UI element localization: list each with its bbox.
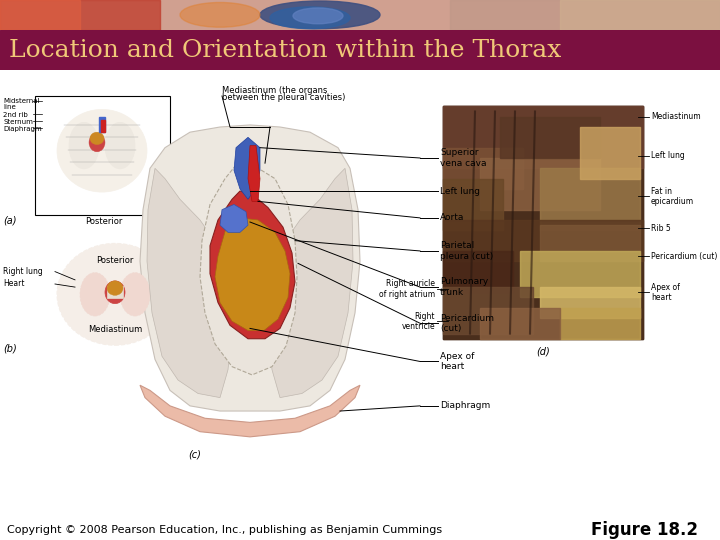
- Text: (d): (d): [536, 347, 550, 357]
- Text: Mediastinum: Mediastinum: [651, 112, 701, 121]
- Text: (a): (a): [3, 216, 17, 226]
- Ellipse shape: [270, 7, 350, 29]
- Ellipse shape: [105, 123, 135, 169]
- Bar: [0, 0, 160, 30]
- Text: Apex of: Apex of: [440, 352, 474, 361]
- Bar: [99, 117, 105, 132]
- Text: Mediastinum: Mediastinum: [88, 325, 142, 334]
- Text: Right auricle: Right auricle: [386, 280, 435, 288]
- Text: Parietal: Parietal: [440, 241, 474, 250]
- Bar: [107, 286, 123, 299]
- Text: between the pleural cavities): between the pleural cavities): [222, 93, 346, 102]
- Text: Mediastinum (the organs: Mediastinum (the organs: [222, 86, 328, 94]
- Ellipse shape: [260, 1, 380, 29]
- Bar: [560, 0, 720, 30]
- Polygon shape: [268, 168, 353, 397]
- Bar: [480, 158, 600, 210]
- Text: Left lung: Left lung: [651, 151, 685, 160]
- Bar: [560, 308, 640, 339]
- Polygon shape: [220, 205, 248, 232]
- Ellipse shape: [69, 123, 99, 169]
- Ellipse shape: [57, 244, 173, 345]
- Text: Figure 18.2: Figure 18.2: [591, 521, 698, 539]
- Ellipse shape: [180, 3, 260, 27]
- Text: Diaphragm: Diaphragm: [3, 126, 42, 132]
- Polygon shape: [140, 125, 360, 411]
- Text: pleura (cut): pleura (cut): [440, 252, 493, 261]
- Text: Sternum: Sternum: [3, 119, 33, 125]
- Text: Pericardium: Pericardium: [440, 314, 494, 322]
- Bar: [443, 251, 513, 292]
- Text: Location and Orientation within the Thorax: Location and Orientation within the Thor…: [9, 39, 561, 62]
- Ellipse shape: [120, 273, 150, 316]
- Bar: [580, 127, 640, 179]
- Text: Diaphragm: Diaphragm: [440, 401, 490, 410]
- Bar: [35, 96, 170, 215]
- Bar: [480, 308, 560, 339]
- Text: vena cava: vena cava: [440, 159, 487, 167]
- Text: Right: Right: [415, 312, 435, 321]
- Text: line: line: [3, 104, 16, 110]
- Ellipse shape: [80, 273, 110, 316]
- Text: heart: heart: [440, 362, 464, 371]
- Polygon shape: [147, 168, 232, 397]
- Bar: [443, 287, 533, 334]
- Polygon shape: [210, 191, 295, 339]
- Text: Fat in: Fat in: [651, 186, 672, 195]
- Text: Apex of: Apex of: [651, 282, 680, 292]
- Polygon shape: [234, 137, 260, 199]
- Bar: [540, 168, 640, 230]
- Text: Heart: Heart: [3, 280, 24, 288]
- Text: Midsternal: Midsternal: [3, 98, 40, 104]
- Ellipse shape: [107, 281, 123, 295]
- Polygon shape: [248, 146, 260, 201]
- Text: (b): (b): [3, 344, 17, 354]
- Ellipse shape: [90, 132, 104, 145]
- Text: Left lung: Left lung: [440, 186, 480, 195]
- Bar: [443, 179, 503, 230]
- Bar: [540, 225, 640, 261]
- Text: of right atrium: of right atrium: [379, 290, 435, 299]
- Bar: [520, 251, 640, 298]
- Text: heart: heart: [651, 293, 672, 302]
- Text: Superior: Superior: [440, 148, 479, 157]
- Polygon shape: [200, 166, 297, 375]
- Text: Rib 5: Rib 5: [651, 224, 671, 233]
- Bar: [443, 220, 643, 261]
- Text: ventricle: ventricle: [401, 322, 435, 331]
- Text: Posterior: Posterior: [85, 217, 122, 226]
- Text: epicardium: epicardium: [651, 197, 694, 206]
- Text: (cut): (cut): [440, 324, 462, 333]
- Bar: [443, 147, 523, 189]
- Text: 2nd rib: 2nd rib: [3, 112, 28, 118]
- Text: trunk: trunk: [440, 288, 464, 297]
- Bar: [450, 0, 720, 30]
- Bar: [540, 287, 640, 318]
- Text: Aorta: Aorta: [440, 213, 464, 222]
- Ellipse shape: [293, 8, 343, 24]
- Text: Pericardium (cut): Pericardium (cut): [651, 252, 717, 261]
- Ellipse shape: [105, 281, 125, 303]
- Bar: [101, 120, 105, 132]
- Polygon shape: [215, 218, 290, 330]
- Bar: [500, 117, 600, 158]
- Bar: [0, 0, 80, 30]
- Ellipse shape: [57, 110, 147, 192]
- Text: Pulmonary: Pulmonary: [440, 278, 488, 286]
- Bar: [443, 106, 643, 339]
- Text: Posterior: Posterior: [96, 256, 134, 265]
- Text: (c): (c): [189, 449, 202, 459]
- Polygon shape: [140, 385, 360, 437]
- Bar: [443, 106, 643, 339]
- Text: Right lung: Right lung: [3, 267, 42, 276]
- Bar: [443, 106, 643, 168]
- Ellipse shape: [89, 133, 105, 152]
- Text: Copyright © 2008 Pearson Education, Inc., publishing as Benjamin Cummings: Copyright © 2008 Pearson Education, Inc.…: [7, 525, 442, 535]
